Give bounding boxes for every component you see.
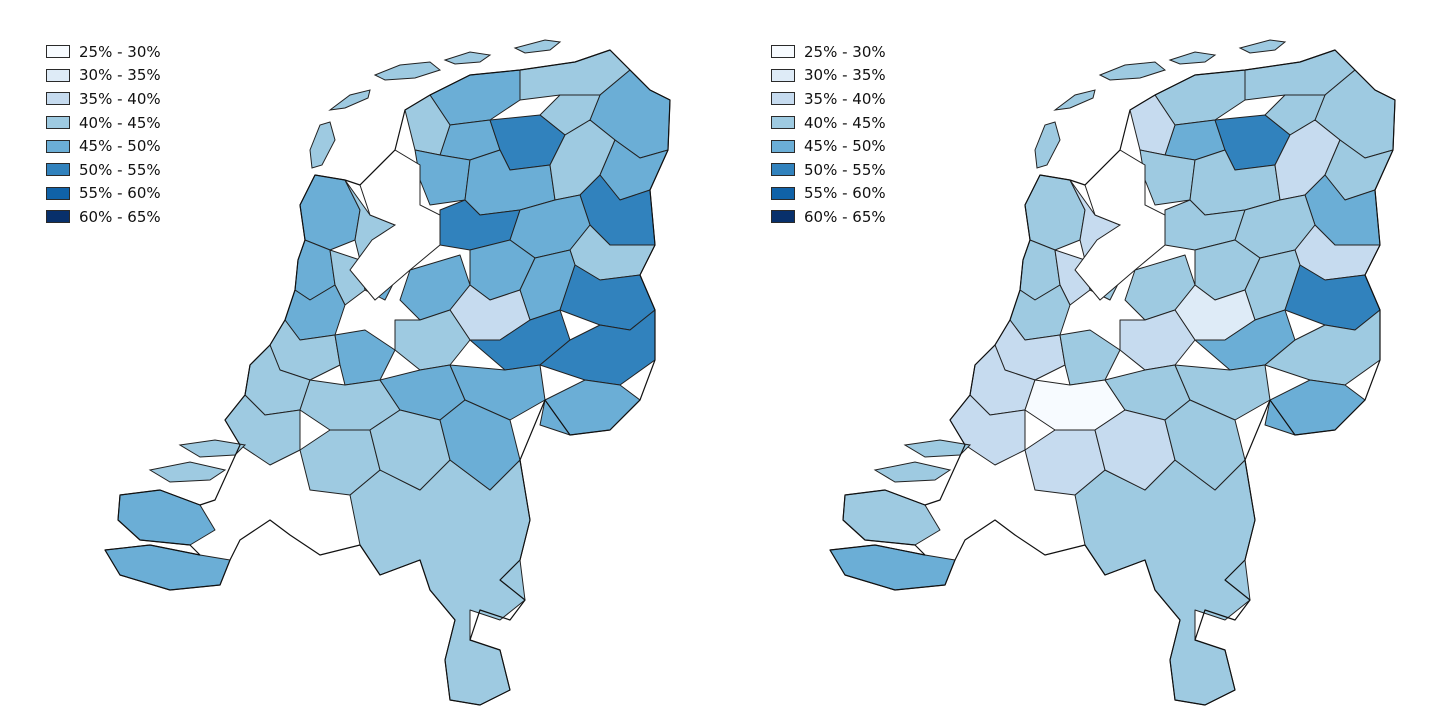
island xyxy=(903,439,972,458)
legend-swatch xyxy=(46,210,70,224)
island xyxy=(148,461,227,483)
legend-label: 35% - 40% xyxy=(804,89,886,108)
legend-item: 55% - 60% xyxy=(46,182,161,206)
legend-label: 45% - 50% xyxy=(804,137,886,156)
region xyxy=(1059,329,1121,386)
legend-item: 25% - 30% xyxy=(46,40,161,64)
legend-swatch xyxy=(771,116,795,130)
legend-swatch xyxy=(46,186,70,200)
region xyxy=(1119,309,1196,371)
country-outline xyxy=(104,49,671,706)
legend-left: 25% - 30% 30% - 35% 35% - 40% 40% - 45% … xyxy=(46,40,161,229)
legend-item: 30% - 35% xyxy=(771,64,886,88)
legend-swatch xyxy=(46,45,70,59)
legend-swatch xyxy=(46,92,70,106)
legend-swatch xyxy=(46,163,70,177)
legend-swatch xyxy=(46,139,70,153)
island xyxy=(1053,89,1096,111)
legend-label: 35% - 40% xyxy=(79,89,161,108)
legend-label: 40% - 45% xyxy=(79,113,161,132)
water-body xyxy=(349,149,441,301)
legend-item: 40% - 45% xyxy=(771,111,886,135)
region xyxy=(539,379,641,436)
region xyxy=(842,489,941,546)
region xyxy=(1264,379,1366,436)
map-panel-right: 25% - 30% 30% - 35% 35% - 40% 40% - 45% … xyxy=(723,0,1446,725)
legend-swatch xyxy=(771,186,795,200)
legend-item: 30% - 35% xyxy=(46,64,161,88)
map-panel-left: 25% - 30% 30% - 35% 35% - 40% 40% - 45% … xyxy=(46,39,671,706)
island xyxy=(373,61,442,81)
legend-label: 40% - 45% xyxy=(804,113,886,132)
legend-label: 30% - 35% xyxy=(79,66,161,85)
legend-item: 50% - 55% xyxy=(771,158,886,182)
region xyxy=(829,544,956,591)
legend-swatch xyxy=(771,163,795,177)
island xyxy=(1034,121,1061,169)
legend-swatch xyxy=(771,92,795,106)
legend-item: 40% - 45% xyxy=(46,111,161,135)
choropleth-map-left xyxy=(104,39,671,706)
island xyxy=(513,39,562,54)
legend-label: 25% - 30% xyxy=(804,42,886,61)
region xyxy=(394,309,471,371)
legend-item: 60% - 65% xyxy=(771,205,886,229)
legend-swatch xyxy=(771,139,795,153)
country-outline xyxy=(829,49,1396,706)
choropleth-map-right xyxy=(829,39,1396,706)
legend-item: 50% - 55% xyxy=(46,158,161,182)
legend-item: 35% - 40% xyxy=(771,87,886,111)
legend-label: 45% - 50% xyxy=(79,137,161,156)
legend-label: 30% - 35% xyxy=(804,66,886,85)
legend-swatch xyxy=(46,68,70,82)
water-body xyxy=(1074,149,1166,301)
legend-item: 45% - 50% xyxy=(46,134,161,158)
island xyxy=(443,51,492,65)
region xyxy=(334,329,396,386)
legend-label: 50% - 55% xyxy=(79,160,161,179)
region xyxy=(1139,149,1196,206)
island xyxy=(328,89,371,111)
region xyxy=(117,489,216,546)
legend-item: 60% - 65% xyxy=(46,205,161,229)
legend-label: 50% - 55% xyxy=(804,160,886,179)
legend-item: 35% - 40% xyxy=(46,87,161,111)
legend-label: 60% - 65% xyxy=(804,207,886,226)
legend-label: 55% - 60% xyxy=(804,184,886,203)
legend-right: 25% - 30% 30% - 35% 35% - 40% 40% - 45% … xyxy=(771,40,886,229)
legend-swatch xyxy=(771,210,795,224)
island xyxy=(1168,51,1217,65)
legend-swatch xyxy=(771,45,795,59)
legend-label: 25% - 30% xyxy=(79,42,161,61)
legend-item: 45% - 50% xyxy=(771,134,886,158)
island xyxy=(1098,61,1167,81)
region xyxy=(104,544,231,591)
legend-label: 60% - 65% xyxy=(79,207,161,226)
legend-swatch xyxy=(46,116,70,130)
island xyxy=(178,439,247,458)
legend-label: 55% - 60% xyxy=(79,184,161,203)
island xyxy=(1238,39,1287,54)
legend-item: 25% - 30% xyxy=(771,40,886,64)
legend-swatch xyxy=(771,68,795,82)
legend-item: 55% - 60% xyxy=(771,182,886,206)
island xyxy=(873,461,952,483)
region xyxy=(414,149,471,206)
island xyxy=(309,121,336,169)
